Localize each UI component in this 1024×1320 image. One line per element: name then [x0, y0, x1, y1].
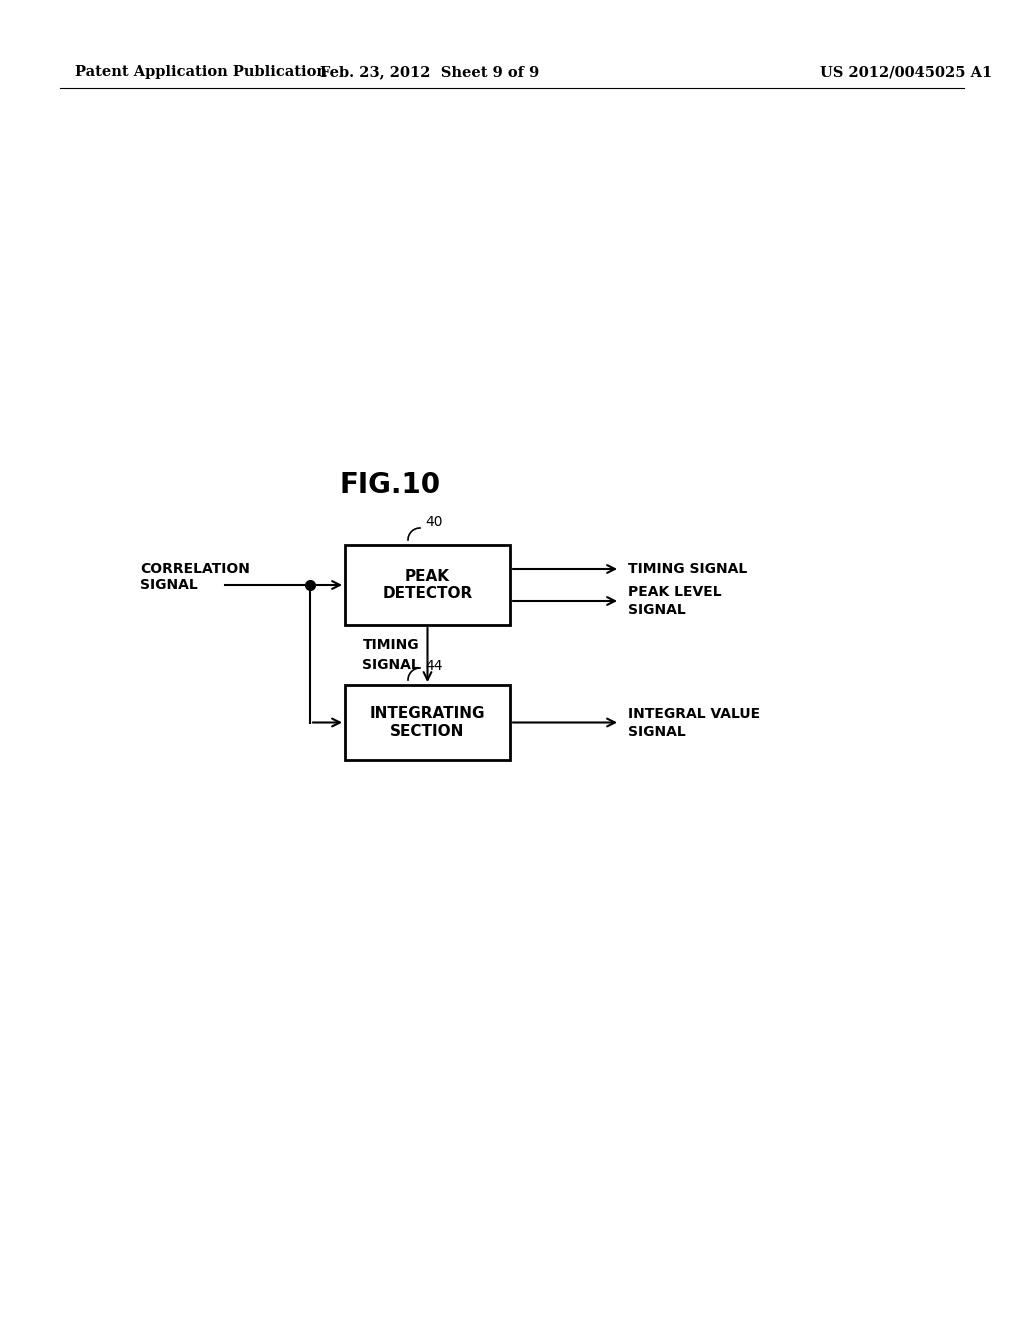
Text: Patent Application Publication: Patent Application Publication — [75, 65, 327, 79]
Text: 40: 40 — [425, 515, 442, 529]
Text: TIMING: TIMING — [362, 638, 420, 652]
Bar — [345, 685, 510, 760]
Text: 44: 44 — [425, 659, 442, 673]
Text: US 2012/0045025 A1: US 2012/0045025 A1 — [820, 65, 992, 79]
Text: TIMING SIGNAL: TIMING SIGNAL — [628, 562, 748, 576]
Text: SIGNAL: SIGNAL — [628, 725, 686, 738]
Text: PEAK
DETECTOR: PEAK DETECTOR — [382, 569, 473, 601]
Bar — [345, 545, 510, 624]
Text: Feb. 23, 2012  Sheet 9 of 9: Feb. 23, 2012 Sheet 9 of 9 — [321, 65, 540, 79]
Text: SIGNAL: SIGNAL — [361, 657, 420, 672]
Text: INTEGRAL VALUE: INTEGRAL VALUE — [628, 706, 760, 721]
Text: PEAK LEVEL: PEAK LEVEL — [628, 585, 722, 599]
Text: CORRELATION
SIGNAL: CORRELATION SIGNAL — [140, 562, 250, 593]
Text: INTEGRATING
SECTION: INTEGRATING SECTION — [370, 706, 485, 739]
Text: FIG.10: FIG.10 — [339, 471, 440, 499]
Text: SIGNAL: SIGNAL — [628, 603, 686, 616]
